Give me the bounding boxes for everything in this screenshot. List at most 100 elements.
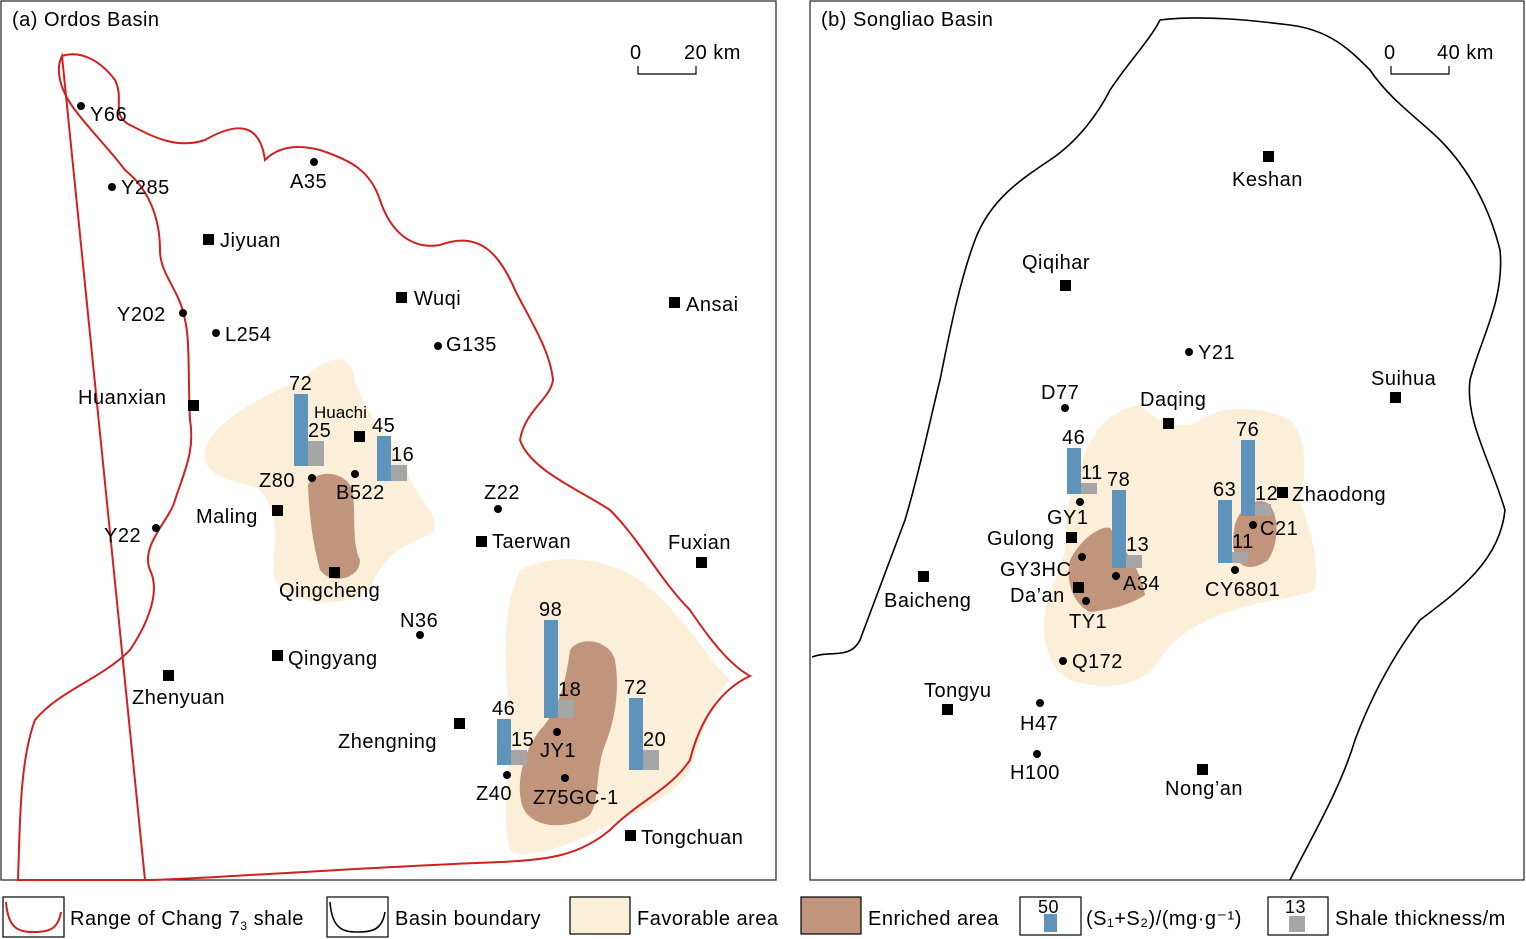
city-fuxian: Fuxian [668,532,731,554]
s1s2-value: 72 [624,677,647,699]
thickness-bar [643,750,659,770]
well-markers-b [1033,348,1257,758]
enriched-area-zhaodong [1233,501,1277,567]
city-tongchuan: Tongchuan [641,827,743,849]
svg-text:Gulong: Gulong [987,528,1055,550]
s1s2-bar [629,698,643,770]
city-markers-b [918,151,1401,775]
city-maling: Maling [196,506,258,528]
thickness-value: 11 [1232,531,1254,553]
city-taerwan: Taerwan [492,531,571,553]
svg-text:0: 0 [1384,42,1396,64]
thickness-value: 20 [643,729,666,751]
legend: Range of Chang 73 shale Basin boundary F… [2,896,1506,938]
city-huanxian: Huanxian [78,387,167,409]
svg-text:Q172: Q172 [1072,651,1123,673]
city-zhenyuan: Zhenyuan [132,687,225,709]
thickness-bar [1232,552,1248,563]
svg-text:40 km: 40 km [1437,42,1494,64]
s1s2-bar [1112,490,1126,568]
svg-text:Basin boundary: Basin boundary [395,908,541,930]
thickness-value: 16 [391,444,414,466]
s1s2-value: 78 [1107,469,1130,491]
thickness-bar [1126,555,1142,568]
panel-a-title: (a) Ordos Basin [12,9,160,31]
scale-bar-a: 0 20 km [630,42,740,75]
s1s2-value: 46 [492,698,515,720]
bar-pair: 72 25 [289,373,331,466]
legend-enriched: Enriched area [800,896,999,935]
well-markers-a [77,102,569,782]
s1s2-value: 76 [1236,419,1259,441]
thickness-bar [391,465,407,481]
bar-pair: 78 13 [1107,469,1149,568]
svg-text:TY1: TY1 [1069,611,1107,633]
svg-text:A35: A35 [290,171,327,193]
svg-text:Shale thickness/m: Shale thickness/m [1335,908,1506,930]
city-zhengning: Zhengning [338,731,437,753]
thickness-value: 18 [558,679,581,701]
bar-pair: 72 20 [624,677,666,770]
svg-text:GY3HC: GY3HC [1000,559,1071,581]
svg-text:Favorable area: Favorable area [637,908,779,930]
svg-text:Daqing: Daqing [1140,389,1206,411]
well-labels-a: Y66 Y285 A35 Y202 L254 G135 Z80 B522 Z22… [90,104,618,809]
city-huachi: Huachi [314,403,367,422]
bar-pair: 46 11 [1062,427,1102,494]
svg-text:(S₁+S₂)/(mg·g⁻¹): (S₁+S₂)/(mg·g⁻¹) [1086,908,1242,930]
s1s2-value: 46 [1062,427,1085,449]
svg-text:H47: H47 [1020,713,1058,735]
svg-text:Zhaodong: Zhaodong [1292,484,1386,506]
bar-pair: 63 11 [1213,479,1254,563]
panel-songliao: (b) Songliao Basin 0 40 km Keshan Qiqiha… [809,0,1525,881]
svg-text:A34: A34 [1123,573,1160,595]
bar-pair: 98 18 [539,599,581,718]
svg-text:Y66: Y66 [90,104,127,126]
svg-text:Y202: Y202 [117,304,166,326]
svg-text:Y21: Y21 [1198,342,1235,364]
thickness-bar [511,750,527,765]
svg-text:Tongyu: Tongyu [924,680,992,702]
legend-s1s2: 50 (S₁+S₂)/(mg·g⁻¹) [1019,896,1242,936]
svg-text:Qiqihar: Qiqihar [1022,252,1090,274]
city-ansai: Ansai [686,294,739,316]
enriched-area-gulong [1068,527,1145,612]
chang7-shale-boundary [16,52,753,882]
svg-text:Baicheng: Baicheng [884,590,971,612]
panel-b-title: (b) Songliao Basin [821,9,993,31]
svg-text:Z22: Z22 [484,482,520,504]
s1s2-bar [1067,448,1081,494]
legend-thickness: 13 Shale thickness/m [1267,896,1506,936]
thickness-bar [1081,483,1097,494]
s1s2-bar [497,719,511,765]
city-qingyang: Qingyang [288,648,378,670]
svg-text:Z80: Z80 [259,470,295,492]
legend-favorable: Favorable area [569,896,779,935]
legend-basin: Basin boundary [326,896,541,938]
city-qingcheng: Qingcheng [279,580,380,602]
svg-text:CY6801: CY6801 [1205,579,1280,601]
thickness-bar [308,441,324,466]
s1s2-bar [377,436,391,481]
scale-bar-b: 0 40 km [1384,42,1494,75]
s1s2-bar [294,394,308,466]
thickness-bar [558,700,574,718]
city-labels-b: Keshan Qiqihar Suihua Daqing Zhaodong Gu… [884,169,1436,800]
thickness-bar [1255,504,1271,516]
s1s2-bar [1241,440,1255,516]
city-wuqi: Wuqi [414,288,461,310]
well-labels-b: Y21 D77 GY1 GY3HC A34 TY1 C21 CY6801 Q17… [1000,342,1298,784]
svg-text:G135: G135 [446,334,497,356]
svg-text:Enriched area: Enriched area [868,908,999,930]
svg-text:50: 50 [1038,897,1059,917]
bar-pair: 76 12 [1236,419,1278,516]
svg-text:GY1: GY1 [1047,507,1089,529]
svg-text:Y22: Y22 [104,525,141,547]
legend-chang7: Range of Chang 73 shale [2,896,303,938]
s1s2-value: 45 [372,415,395,437]
